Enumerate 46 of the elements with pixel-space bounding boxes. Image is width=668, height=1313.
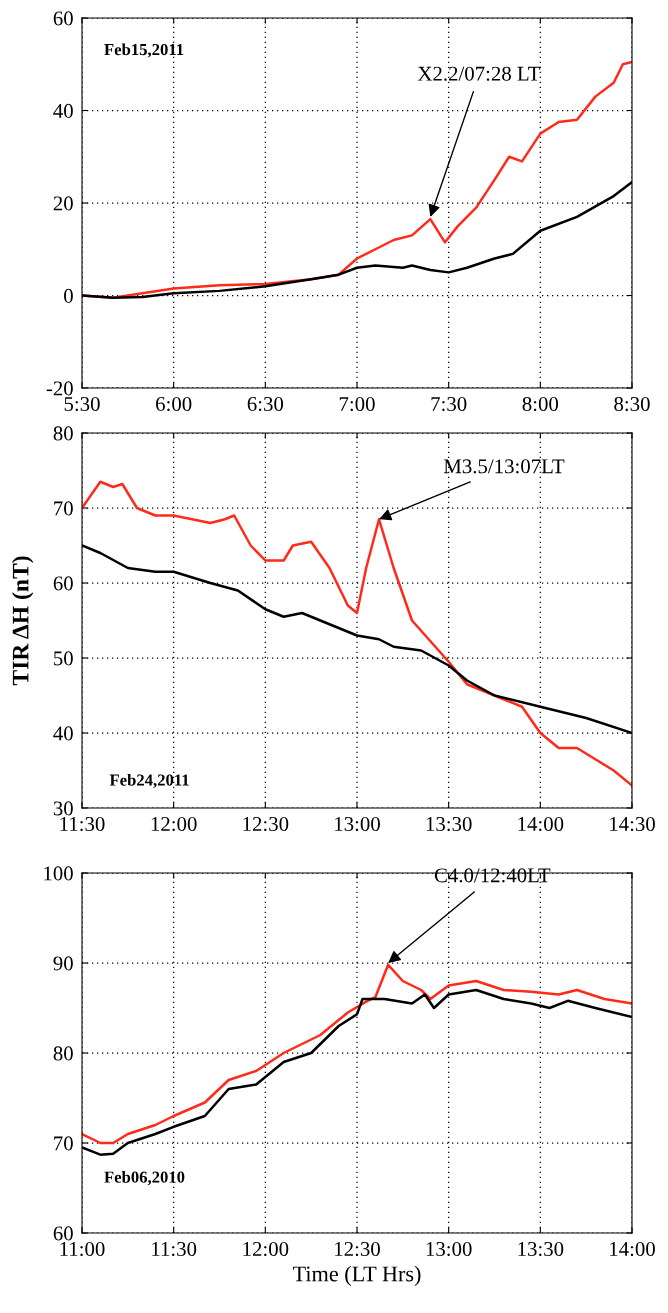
annotation: C4.0/12:40LT bbox=[434, 868, 551, 883]
annotation: Feb24,2011 bbox=[109, 773, 189, 789]
x-tick-label: 14:00 bbox=[610, 1241, 655, 1257]
x-tick-label: 12:30 bbox=[335, 1241, 380, 1257]
y-tick-label: 50 bbox=[54, 651, 73, 666]
x-tick-label: 12:00 bbox=[151, 816, 197, 832]
y-tick-label: 100 bbox=[44, 866, 73, 881]
x-tick-label: 11:30 bbox=[60, 816, 105, 832]
y-tick-label: 60 bbox=[53, 1226, 73, 1241]
x-tick-label: 13:30 bbox=[426, 816, 472, 832]
y-axis-title: TIR ΔH (nT) bbox=[11, 556, 34, 686]
y-tick-label: -20 bbox=[46, 381, 73, 396]
y-tick-label: 40 bbox=[53, 103, 73, 118]
x-tick-label: 13:00 bbox=[335, 816, 380, 832]
y-tick-label: 90 bbox=[53, 956, 73, 971]
annotation: Feb06,2010 bbox=[104, 1171, 185, 1186]
x-tick-label: 6:00 bbox=[156, 396, 192, 412]
x-tick-label: 7:00 bbox=[339, 396, 375, 412]
x-tick-label: 12:00 bbox=[243, 1241, 289, 1257]
annotation: Feb15,2011 bbox=[104, 43, 184, 58]
x-tick-label: 8:30 bbox=[614, 396, 650, 412]
y-tick-label: 40 bbox=[53, 726, 73, 741]
y-tick-label: 30 bbox=[53, 801, 73, 816]
x-tick-label: 7:30 bbox=[431, 396, 467, 412]
x-axis-title: Time (LT Hrs) bbox=[292, 1265, 421, 1286]
y-tick-label: 60 bbox=[53, 576, 73, 591]
annotation: M3.5/13:07LT bbox=[443, 459, 565, 474]
x-tick-label: 14:30 bbox=[610, 816, 655, 832]
y-tick-label: 60 bbox=[53, 11, 73, 26]
x-tick-label: 11:00 bbox=[60, 1241, 105, 1257]
y-tick-label: 70 bbox=[54, 1136, 73, 1151]
y-tick-label: 20 bbox=[53, 196, 73, 211]
x-tick-label: 6:30 bbox=[247, 396, 284, 412]
x-tick-label: 8:00 bbox=[522, 396, 559, 412]
y-tick-label: 80 bbox=[53, 1046, 73, 1061]
line-series bbox=[82, 480, 632, 787]
x-tick-label: 11:30 bbox=[152, 1241, 197, 1257]
y-tick-label: 80 bbox=[53, 426, 73, 441]
x-tick-label: 13:30 bbox=[518, 1241, 564, 1257]
y-tick-label: 0 bbox=[64, 288, 73, 303]
y-tick-label: 70 bbox=[54, 501, 73, 516]
x-tick-label: 12:30 bbox=[243, 816, 289, 832]
x-tick-label: 5:30 bbox=[64, 396, 100, 412]
annotation: X2.2/07:28 LT bbox=[417, 66, 541, 81]
x-tick-label: 13:00 bbox=[426, 1241, 472, 1257]
x-tick-label: 14:00 bbox=[518, 816, 564, 832]
